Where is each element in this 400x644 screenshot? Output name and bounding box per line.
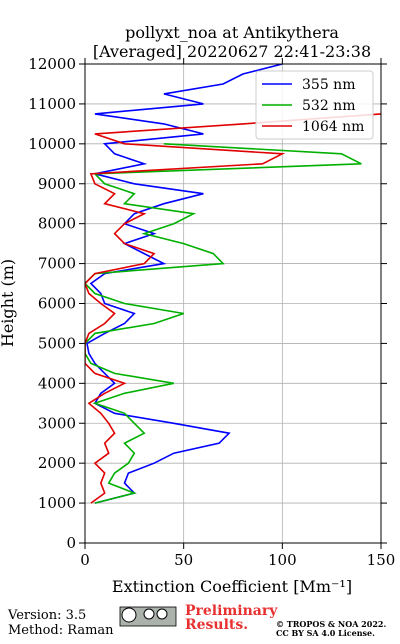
status: Results. bbox=[185, 617, 248, 633]
y-tick-label: 1000 bbox=[38, 494, 76, 512]
y-tick-label: 6000 bbox=[38, 295, 76, 313]
legend-label: 1064 nm bbox=[302, 119, 364, 135]
y-tick-label: 4000 bbox=[38, 374, 76, 392]
y-tick-label: 7000 bbox=[38, 255, 76, 273]
profile-line bbox=[85, 113, 381, 504]
cc-logo bbox=[119, 606, 177, 627]
copyright: CC BY SA 4.0 License. bbox=[276, 628, 375, 638]
x-axis-label: Extinction Coefficient [Mm⁻¹] bbox=[112, 577, 352, 596]
y-tick-label: 11000 bbox=[28, 95, 76, 113]
chart-subtitle: [Averaged] 20220627 22:41-23:38 bbox=[93, 42, 371, 61]
legend-box bbox=[255, 70, 374, 140]
y-tick-label: 5000 bbox=[38, 334, 76, 352]
y-tick-label: 12000 bbox=[28, 55, 76, 73]
legend-label: 355 nm bbox=[302, 77, 355, 93]
x-tick-label: 150 bbox=[367, 551, 396, 569]
status: Preliminary bbox=[185, 603, 278, 619]
y-tick-label: 9000 bbox=[38, 175, 76, 193]
y-tick-label: 3000 bbox=[38, 414, 76, 432]
method: Method: Raman bbox=[8, 623, 114, 638]
chart-title: pollyxt_noa at Antikythera bbox=[125, 23, 339, 42]
plot-frame bbox=[84, 63, 382, 544]
profile-line bbox=[85, 143, 362, 504]
y-tick-label: 8000 bbox=[38, 215, 76, 233]
copyright: © TROPOS & NOA 2022. bbox=[276, 619, 386, 629]
version: Version: 3.5 bbox=[7, 608, 86, 623]
x-tick-label: 100 bbox=[268, 551, 297, 569]
profile-line bbox=[86, 64, 283, 504]
y-tick-label: 2000 bbox=[38, 454, 76, 472]
y-tick-label: 0 bbox=[66, 534, 76, 552]
legend-label: 532 nm bbox=[302, 98, 355, 114]
x-tick-label: 50 bbox=[174, 551, 193, 569]
x-tick-label: 0 bbox=[80, 551, 90, 569]
y-axis-label: Height (m) bbox=[0, 259, 17, 347]
y-tick-label: 10000 bbox=[28, 135, 76, 153]
